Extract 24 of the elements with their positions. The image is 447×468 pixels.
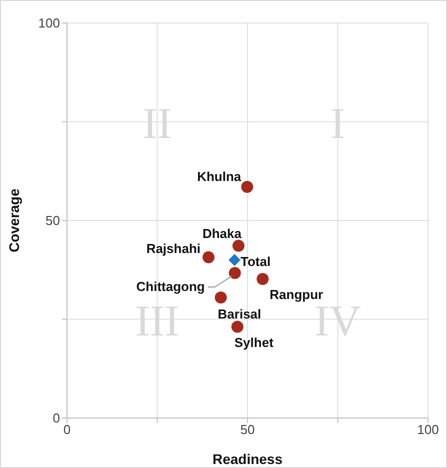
annotation: Rajshahi <box>146 241 201 256</box>
point <box>228 267 241 280</box>
annotation: Sylhet <box>234 334 274 350</box>
annotation: Total <box>240 254 271 269</box>
point <box>214 292 227 304</box>
x-axis-title: Readiness <box>212 451 283 467</box>
annotation: Chittagong <box>136 279 205 294</box>
point <box>202 251 215 264</box>
annotation: Khulna <box>197 168 242 184</box>
point <box>256 272 269 285</box>
annotation: Dhaka <box>202 226 242 241</box>
y-tick-label: 0 <box>52 410 60 426</box>
y-axis-title: Coverage <box>6 188 22 252</box>
point <box>232 240 244 252</box>
point <box>231 320 244 333</box>
x-tick-label: 50 <box>240 422 255 438</box>
y-tick-label: 50 <box>46 213 60 228</box>
annotation: Barisal <box>218 306 262 322</box>
x-tick-label: 100 <box>417 422 439 438</box>
y-tick-label: 100 <box>38 16 60 31</box>
x-tick-label: 0 <box>63 422 71 438</box>
annotation: Rangpur <box>270 286 324 302</box>
point <box>241 180 254 193</box>
point <box>228 254 241 266</box>
